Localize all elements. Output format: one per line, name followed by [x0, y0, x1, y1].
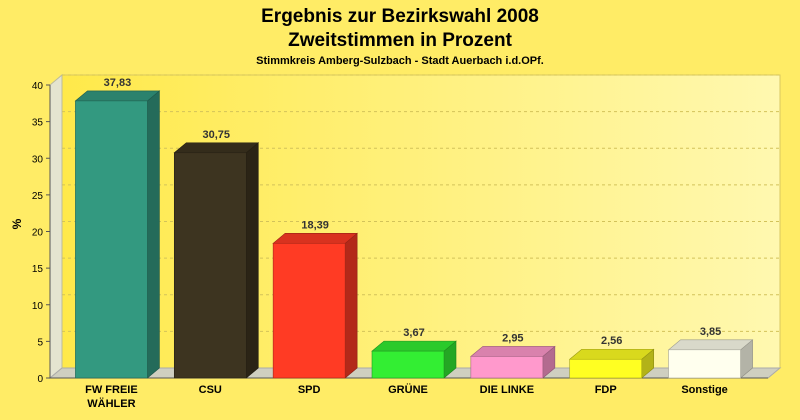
chart-subtitle: Zweitstimmen in Prozent	[288, 30, 512, 51]
y-tick-label: 20	[32, 228, 44, 239]
bar-value-label: 37,83	[104, 77, 132, 89]
y-tick-label: 15	[32, 264, 44, 275]
x-tick-label: DIE LINKE	[480, 384, 534, 396]
x-tick-label: WÄHLER	[87, 397, 135, 410]
chart-caption: Stimmkreis Amberg-Sulzbach - Stadt Auerb…	[256, 55, 544, 67]
bar-top	[74, 90, 161, 102]
y-tick-label: 5	[37, 337, 43, 348]
bar	[272, 242, 346, 379]
bar-top	[272, 232, 358, 244]
y-tick-label: 40	[32, 81, 44, 92]
bar-side	[344, 232, 358, 379]
bar-value-label: 3,67	[403, 327, 424, 339]
bar-top	[371, 340, 457, 352]
bar-value-label: 2,95	[502, 332, 523, 344]
bar-top	[568, 348, 655, 360]
chart-title: Ergebnis zur Bezirkswahl 2008	[261, 6, 539, 27]
x-tick-label: CSU	[199, 384, 222, 396]
bar	[371, 350, 445, 379]
x-tick-label: SPD	[298, 384, 321, 396]
x-tick-label: FDP	[595, 384, 617, 396]
y-axis-label: %	[10, 218, 24, 229]
bar-value-label: 2,56	[601, 335, 622, 347]
y-tick-label: 10	[32, 301, 44, 312]
plot-left-wall	[49, 73, 63, 380]
bar-side	[147, 90, 160, 379]
bar	[569, 358, 643, 379]
x-tick-label: Sonstige	[681, 384, 727, 396]
bar-value-label: 3,85	[700, 326, 721, 338]
y-tick-label: 0	[37, 374, 43, 385]
bar	[668, 349, 741, 379]
bar	[75, 100, 148, 379]
x-tick-label: GRÜNE	[388, 383, 428, 396]
x-tick-label: FW FREIE	[85, 384, 138, 396]
bar-top	[667, 339, 754, 351]
plot-back-wall	[61, 74, 781, 369]
bar-side	[245, 142, 259, 379]
bar-top	[470, 346, 556, 357]
bar-value-label: 30,75	[203, 129, 231, 141]
y-tick-label: 30	[32, 154, 44, 165]
bar-top	[173, 142, 260, 154]
y-tick-label: 35	[32, 118, 44, 129]
bar-value-label: 18,39	[301, 219, 329, 231]
y-tick-label: 25	[32, 191, 44, 202]
bar	[173, 152, 247, 379]
bar	[470, 356, 544, 379]
